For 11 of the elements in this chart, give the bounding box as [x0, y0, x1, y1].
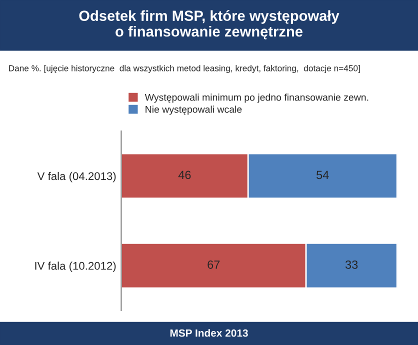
legend-label: Nie występowali wcale [146, 106, 242, 115]
y-tick-label: IV fala (10.2012) [35, 262, 116, 272]
data-label: 46 [178, 170, 191, 180]
legend-label: Występowali minimum po jedno finansowanie zewn. [144, 94, 368, 103]
chart-title: Odsetek firm MSP, które występowały o finansowanie zewnętrzne [79, 10, 340, 40]
data-label: 54 [316, 170, 329, 180]
y-tick-label: V fala (04.2013) [37, 172, 116, 182]
data-label: 67 [208, 260, 220, 269]
data-label: 33 [345, 260, 358, 269]
chart-subtitle: Dane %. [ujęcie historyczne dla wszystkich metod leasing, kredyt, faktoring, dotacje n=450] [9, 64, 360, 74]
text: MSP Index 2013 [170, 329, 248, 337]
